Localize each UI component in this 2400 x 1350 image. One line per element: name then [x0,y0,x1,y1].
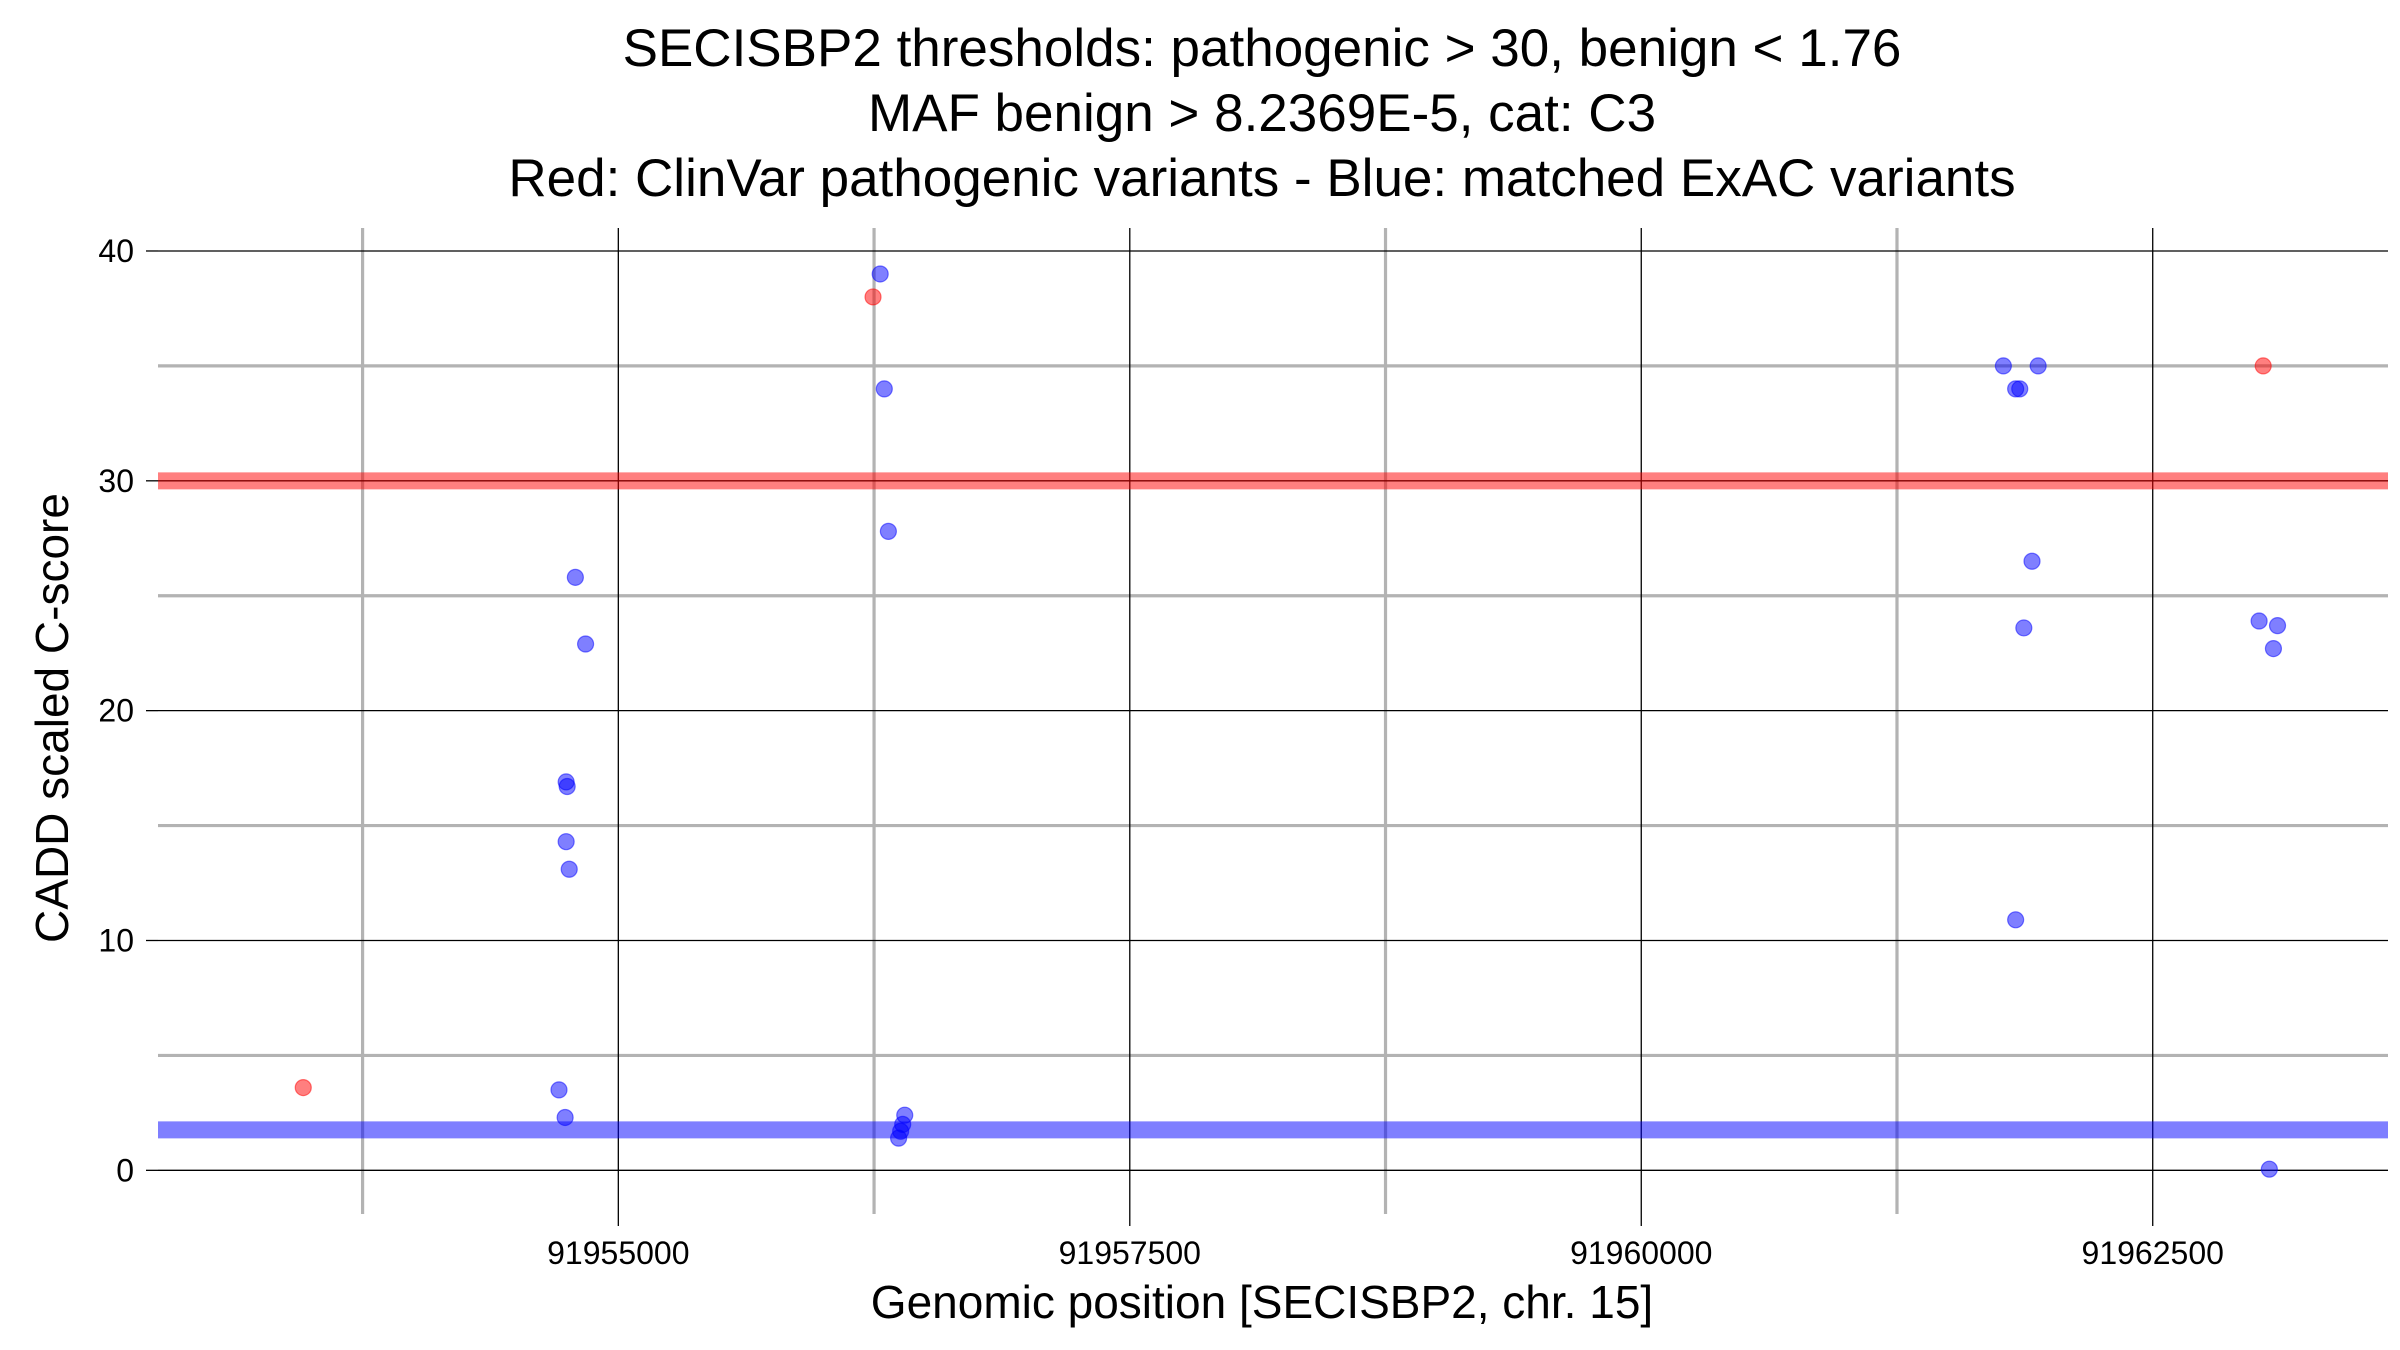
data-point [558,777,576,796]
data-point [2254,357,2272,375]
axes: 91955000 91957500 91960000 91962500 0 10 20 30 4… [98,233,2224,1271]
major-grid [158,228,2388,1214]
data-point [864,288,882,306]
data-points [294,265,2287,1178]
data-point [2250,612,2268,630]
data-point [890,1129,908,1147]
data-point [875,380,893,398]
data-point [556,1108,574,1127]
data-point [2264,640,2283,658]
data-point [879,522,897,540]
x-axis-title: Genomic position [SECISBP2, chr. 15] [871,1276,1653,1328]
data-point [560,860,578,878]
x-tick-label: 91955000 [547,1235,689,1271]
chart-title: SECISBP2 thresholds: pathogenic > 30, be… [508,19,2015,208]
data-point [2260,1160,2278,1178]
data-point [550,1081,568,1099]
data-point [566,568,584,586]
data-point [2268,617,2287,635]
data-point [294,1078,312,1097]
data-point [557,833,575,851]
y-axis-title: CADD scaled C-score [26,493,78,943]
data-point [2015,619,2033,637]
y-tick-label: 0 [116,1152,134,1188]
chart-title-line-2: MAF benign > 8.2369E-5, cat: C3 [868,84,1656,143]
x-tick-label: 91960000 [1570,1235,1712,1271]
y-tick-label: 40 [98,233,134,269]
minor-grid [158,228,2388,1214]
data-point [2007,911,2025,929]
data-point [1994,357,2012,375]
y-tick-label: 30 [98,463,134,499]
data-point [2023,552,2041,570]
data-point [576,635,595,653]
y-tick-label: 10 [98,922,134,958]
chart-title-line-1: SECISBP2 thresholds: pathogenic > 30, be… [623,19,1902,78]
data-point [2029,357,2047,375]
data-point [871,265,889,283]
y-tick-label: 20 [98,693,134,729]
chart-title-line-3: Red: ClinVar pathogenic variants - Blue:… [508,149,2015,208]
x-tick-label: 91957500 [1059,1235,1201,1271]
x-tick-label: 91962500 [2082,1235,2224,1271]
threshold-lines [158,472,2388,1139]
data-point [2011,380,2029,398]
